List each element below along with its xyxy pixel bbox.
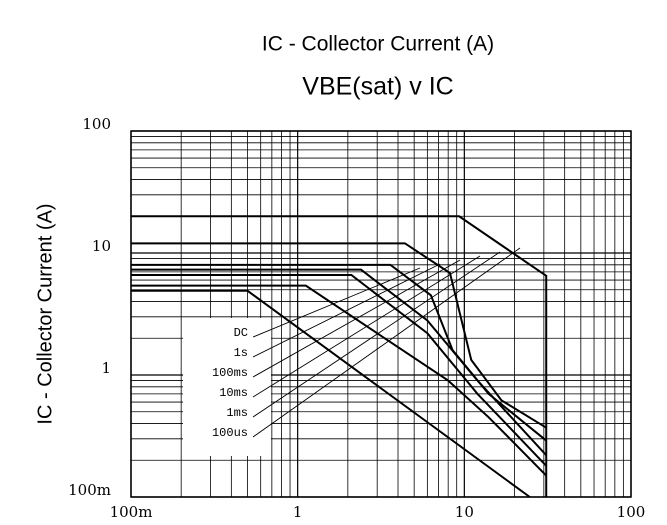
x-tick-label: 100 xyxy=(617,503,646,521)
leader-line xyxy=(252,247,521,438)
series-line xyxy=(131,284,547,477)
chart-subtitle: VBE(sat) v IC xyxy=(302,73,453,101)
leader-line xyxy=(252,251,501,418)
leader-line xyxy=(252,259,461,378)
legend-label: 1ms xyxy=(226,406,248,420)
leader-line xyxy=(252,267,421,338)
series-line xyxy=(131,274,547,467)
series-line xyxy=(131,289,531,498)
series-line xyxy=(131,242,547,429)
leader-line xyxy=(252,255,481,398)
x-tick-label: 10 xyxy=(455,503,474,521)
y-tick-label: 10 xyxy=(92,237,111,255)
y-axis-label: IC - Collector Current (A) xyxy=(34,203,56,424)
legend-label: 100ms xyxy=(212,366,248,380)
x-tick-label: 1 xyxy=(293,503,303,521)
leader-line xyxy=(252,263,441,358)
plot-frame xyxy=(130,130,632,498)
legend-box xyxy=(183,318,271,456)
legend-label: 100us xyxy=(212,426,248,440)
legend-label: 10ms xyxy=(219,386,248,400)
series-line xyxy=(131,268,547,456)
plot: DC 1s 100ms 10ms 1ms 100us xyxy=(131,215,548,498)
legend-label: 1s xyxy=(234,346,248,360)
y-tick-label: 1 xyxy=(101,359,111,377)
chart-title: IC - Collector Current (A) xyxy=(262,33,494,56)
y-tick-label: 100 xyxy=(82,115,111,133)
y-tick-label: 100m xyxy=(68,481,111,499)
x-tick-label: 100m xyxy=(110,503,153,521)
legend-label: DC xyxy=(234,326,248,340)
series-line xyxy=(131,215,548,497)
